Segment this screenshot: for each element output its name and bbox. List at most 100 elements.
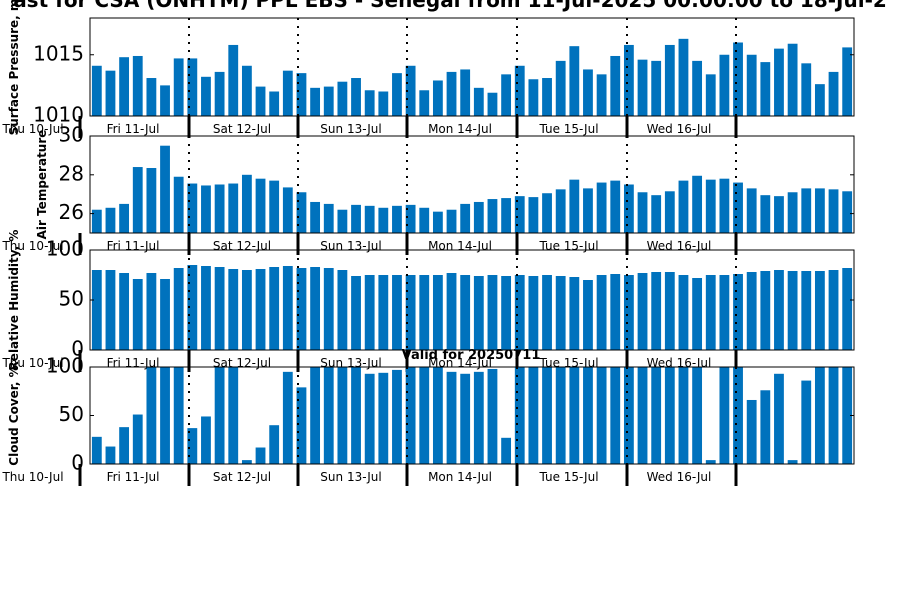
bar xyxy=(501,198,512,233)
bar xyxy=(596,275,607,350)
bar xyxy=(432,80,443,116)
bar xyxy=(282,187,293,233)
bar xyxy=(296,73,307,117)
bar xyxy=(378,91,389,116)
bar xyxy=(91,209,102,233)
bar xyxy=(282,371,293,464)
bar xyxy=(310,367,321,464)
bar xyxy=(719,367,730,464)
bar xyxy=(105,207,116,233)
bar xyxy=(378,275,389,350)
bar xyxy=(719,275,730,350)
bar xyxy=(814,367,825,464)
bar xyxy=(487,275,498,350)
bar xyxy=(692,367,703,464)
bar xyxy=(255,269,266,350)
bar xyxy=(705,275,716,350)
bar xyxy=(214,184,225,233)
bar xyxy=(528,367,539,464)
bar xyxy=(105,270,116,350)
bar xyxy=(733,274,743,350)
bar xyxy=(337,81,348,116)
bar xyxy=(91,436,102,464)
x-tick-label: Fri 11-Jul xyxy=(107,239,160,253)
bar xyxy=(214,367,225,464)
x-tick-label: Thu 10-Jul xyxy=(1,122,63,136)
bar xyxy=(255,178,266,233)
x-tick-label: Wed 16-Jul xyxy=(647,239,712,253)
bar xyxy=(760,62,771,116)
bar xyxy=(392,205,402,233)
bar xyxy=(337,367,348,464)
bar xyxy=(623,367,634,464)
x-tick-label: Wed 16-Jul xyxy=(647,470,712,484)
y-axis-label: Air Temperature xyxy=(35,130,49,240)
bar xyxy=(664,367,675,464)
x-tick-label: Thu 10-Jul xyxy=(1,356,63,370)
bar xyxy=(569,277,580,350)
y-axis-label: Surface Pressure, m xyxy=(7,0,21,135)
bar xyxy=(814,84,825,116)
y-axis-label: Cloud Cover, % xyxy=(7,365,21,465)
bar xyxy=(583,188,593,233)
bar xyxy=(228,183,239,233)
bar xyxy=(569,367,580,464)
x-tick-label: Mon 14-Jul xyxy=(428,239,492,253)
y-tick-label: 30 xyxy=(59,123,84,147)
panel-4-title: Valid for 20250711 xyxy=(402,348,541,363)
bar xyxy=(132,167,143,233)
bar xyxy=(351,78,361,116)
bar xyxy=(160,279,170,350)
bar xyxy=(528,79,539,116)
bar xyxy=(610,55,621,116)
bar xyxy=(337,209,348,233)
bar xyxy=(842,47,853,116)
figure-title: ast for CSA (ONHTM) PPL EBS - Senegal fr… xyxy=(13,0,887,12)
bar xyxy=(501,74,512,116)
bar xyxy=(146,273,157,350)
bar xyxy=(419,275,430,350)
bar xyxy=(596,182,607,233)
bar xyxy=(828,71,839,116)
x-tick-label: Tue 15-Jul xyxy=(538,239,598,253)
y-tick-label: 50 xyxy=(59,287,84,311)
bar xyxy=(637,367,648,464)
bar xyxy=(173,58,184,116)
bar xyxy=(146,78,157,116)
bar xyxy=(105,446,116,464)
bar xyxy=(637,192,648,233)
bar xyxy=(664,191,675,233)
bar xyxy=(432,367,443,464)
bar xyxy=(91,270,102,350)
bar xyxy=(392,73,402,117)
bar xyxy=(801,188,812,233)
bar xyxy=(119,273,130,350)
bar xyxy=(678,180,689,233)
bar xyxy=(569,46,580,116)
y-tick-label: 0 xyxy=(71,337,84,361)
x-tick-label: Thu 10-Jul xyxy=(1,470,63,484)
bar xyxy=(828,270,839,350)
bar xyxy=(241,460,252,464)
bar xyxy=(651,272,662,350)
x-tick-label: Tue 15-Jul xyxy=(538,470,598,484)
plot-frame xyxy=(89,17,855,117)
chart-panels: 1010 1015 Thu 10-Jul Fri 11-Jul Sat 12-Jul Su… xyxy=(1,0,855,487)
bar xyxy=(323,86,334,116)
bar xyxy=(842,191,853,233)
bar xyxy=(228,367,239,464)
bar xyxy=(733,42,743,116)
bar xyxy=(623,275,634,350)
bar xyxy=(787,460,798,464)
bar xyxy=(323,203,334,233)
bar xyxy=(460,373,471,464)
x-tick-label: Wed 16-Jul xyxy=(647,122,712,136)
bar xyxy=(774,270,784,350)
bar xyxy=(473,276,484,350)
bar xyxy=(446,273,457,350)
bar xyxy=(201,416,211,464)
bar xyxy=(842,367,853,464)
x-tick-label: Sat 12-Jul xyxy=(213,122,271,136)
